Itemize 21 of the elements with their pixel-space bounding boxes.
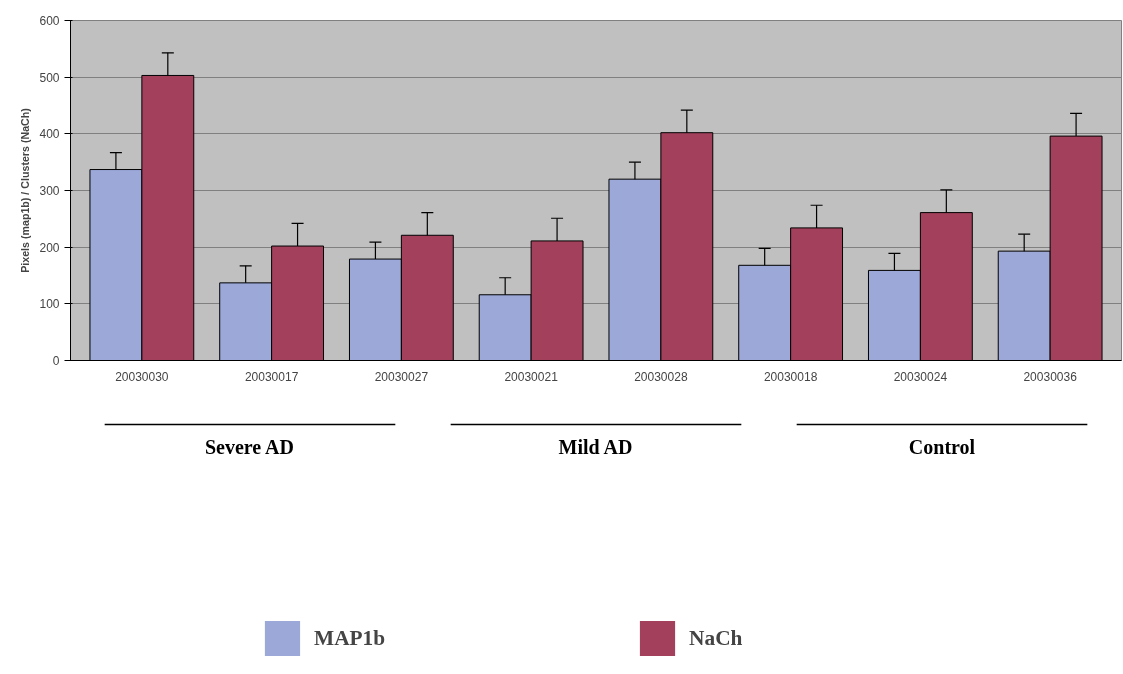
y-tick-label: 0	[52, 354, 60, 368]
x-tick-label: 20030028	[634, 369, 688, 384]
y-tick-label: 500	[39, 70, 60, 85]
x-tick-label: 20030027	[374, 369, 429, 384]
x-tick-label: 20030018	[763, 369, 818, 384]
x-tick-label: 20030017	[244, 369, 299, 384]
text: Control	[908, 435, 976, 458]
y-tick-label: 100	[39, 297, 60, 312]
y-tick-label: 300	[39, 184, 60, 198]
y-tick-label: 400	[39, 127, 60, 142]
text: Mild AD	[558, 435, 633, 458]
y-tick-label: 200	[39, 240, 60, 255]
legend-label: MAP1b	[314, 624, 386, 652]
x-tick-label: 20030036	[1023, 369, 1078, 384]
x-tick-label: 20030030	[115, 369, 169, 384]
legend-label: NaCh	[689, 624, 743, 652]
text: Severe AD	[204, 435, 294, 458]
y-axis-title: Pixels (map1b) / Clusters (NaCh)	[19, 107, 32, 273]
y-tick-label: 600	[39, 14, 60, 28]
x-tick-label: 20030021	[504, 369, 559, 384]
x-tick-label: 20030024	[893, 369, 948, 384]
